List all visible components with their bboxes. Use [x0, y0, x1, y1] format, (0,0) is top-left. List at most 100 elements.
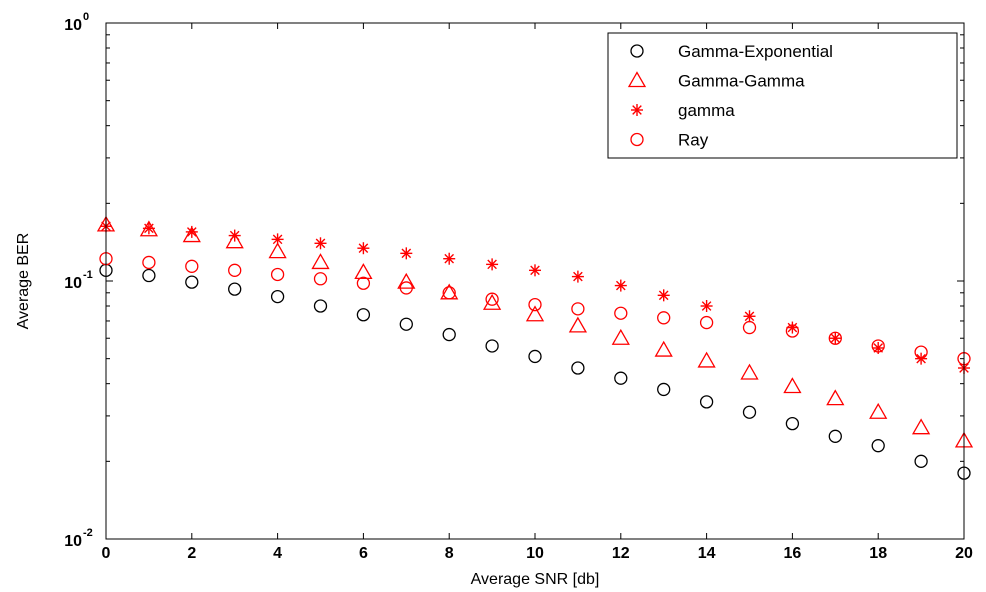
y-tick-exponent: 0 — [83, 11, 89, 23]
data-point — [485, 292, 499, 306]
data-point — [742, 405, 757, 419]
data-point — [611, 328, 630, 345]
legend-marker — [630, 132, 644, 147]
data-point — [313, 272, 328, 286]
y-tick-base: 10 — [64, 275, 82, 292]
data-point — [783, 377, 802, 394]
data-point — [400, 247, 413, 260]
x-tick-label: 20 — [955, 545, 973, 562]
data-point — [225, 232, 244, 249]
data-point — [357, 242, 370, 255]
series-0 — [99, 263, 971, 480]
data-point — [657, 289, 670, 302]
data-point — [614, 279, 627, 292]
data-point — [442, 327, 456, 342]
x-axis-label: Average SNR [db] — [471, 571, 600, 588]
data-point — [743, 310, 756, 323]
legend-label: Gamma-Exponential — [678, 42, 833, 61]
legend-label: Ray — [678, 131, 709, 150]
legend-marker — [627, 71, 647, 88]
data-point — [354, 263, 373, 280]
x-tick-label: 4 — [273, 545, 282, 562]
data-point — [826, 389, 845, 406]
data-point — [486, 258, 499, 271]
legend-label: gamma — [678, 101, 735, 120]
data-point — [614, 306, 628, 320]
legend: Gamma-Exponential Gamma-Gamma gamma Ray — [607, 32, 958, 159]
data-point — [911, 418, 931, 435]
data-point — [785, 416, 800, 431]
series-2 — [100, 220, 970, 375]
data-point — [314, 237, 327, 250]
legend-entries: Gamma-Exponential Gamma-Gamma gamma Ray — [627, 42, 833, 150]
legend-label: Gamma-Gamma — [678, 72, 805, 91]
legend-box — [607, 32, 958, 159]
marks-layer — [96, 215, 974, 480]
data-point — [654, 340, 673, 357]
data-point — [829, 332, 842, 345]
x-tick-label: 2 — [187, 545, 196, 562]
data-point — [657, 382, 671, 397]
y-tick-exponent: -1 — [83, 269, 93, 281]
data-point — [697, 351, 716, 368]
data-point — [529, 264, 541, 277]
data-point — [185, 259, 199, 273]
data-point — [869, 402, 888, 419]
data-point — [786, 321, 799, 334]
data-point — [914, 345, 928, 359]
data-point — [871, 439, 885, 453]
data-point — [740, 363, 759, 380]
data-point — [271, 233, 284, 246]
y-tick-label: 10 0 — [64, 11, 89, 34]
data-point — [270, 289, 285, 304]
legend-entry: Ray — [630, 131, 709, 150]
x-tick-label: 16 — [784, 545, 802, 562]
data-point — [182, 226, 201, 243]
data-point — [699, 315, 714, 330]
x-tick-label: 10 — [526, 545, 544, 562]
data-point — [528, 297, 542, 312]
data-point — [228, 263, 242, 277]
data-point — [828, 331, 842, 345]
data-point — [399, 281, 413, 295]
data-point — [528, 349, 542, 364]
plot-frame — [105, 22, 965, 540]
legend-marker — [630, 44, 644, 58]
data-point — [142, 222, 155, 235]
data-point — [614, 371, 628, 385]
data-point — [228, 229, 241, 242]
x-tick-label: 14 — [698, 545, 716, 562]
data-point — [571, 270, 584, 283]
y-tick-base: 10 — [64, 533, 82, 550]
data-point — [525, 305, 545, 322]
legend-entry: gamma — [631, 101, 735, 120]
data-point — [700, 300, 713, 313]
y-tick-label: 10 -1 — [64, 269, 93, 292]
data-point — [914, 454, 928, 468]
y-axis-label: Average BER — [15, 233, 32, 330]
x-tick-label: 8 — [445, 545, 454, 562]
data-point — [185, 225, 198, 238]
y-tick-exponent: -2 — [83, 527, 93, 539]
data-point — [399, 317, 413, 331]
data-point — [311, 253, 330, 270]
data-point — [142, 255, 156, 270]
y-tick-label: 10 -2 — [64, 527, 93, 550]
data-point — [571, 361, 585, 375]
data-point — [785, 324, 800, 338]
data-point — [443, 252, 456, 265]
legend-entry: Gamma-Gamma — [627, 71, 805, 91]
data-point — [871, 339, 885, 353]
data-point — [482, 293, 502, 310]
data-point — [268, 242, 287, 259]
x-tick-label: 0 — [102, 545, 111, 562]
x-tick-label: 18 — [869, 545, 887, 562]
data-point — [228, 282, 242, 296]
data-point — [828, 429, 842, 443]
data-point — [397, 272, 416, 289]
x-tick-label: 6 — [359, 545, 368, 562]
data-point — [356, 308, 371, 322]
data-point — [313, 299, 328, 313]
